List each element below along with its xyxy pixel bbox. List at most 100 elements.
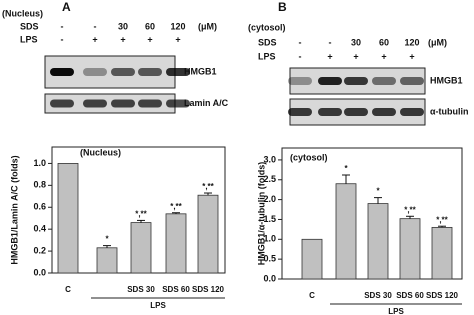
treatment-value: - <box>94 21 97 31</box>
blot-band <box>138 68 162 76</box>
bar <box>335 183 357 280</box>
treatment-value: 30 <box>118 21 128 31</box>
y-axis-label: HMGB1/α-tubulin (folds) <box>256 162 266 266</box>
treatment-value: + <box>381 51 386 61</box>
y-tick-label: 0.0 <box>263 273 276 283</box>
significance-label: *,** <box>170 202 182 211</box>
significance-label: * <box>344 164 348 173</box>
x-tick-label: SDS 60 <box>162 285 190 294</box>
chart-title: (Nucleus) <box>80 147 121 157</box>
blot-band <box>50 68 74 76</box>
blot-band <box>83 99 107 108</box>
significance-label: *,** <box>436 215 448 224</box>
blot-band <box>111 68 135 76</box>
band-label: HMGB1 <box>430 75 463 85</box>
blot-band <box>318 77 342 85</box>
treatment-name: LPS <box>258 51 276 61</box>
y-tick-label: 0.0 <box>33 267 46 277</box>
bar <box>301 238 323 280</box>
blot-band <box>372 108 396 116</box>
treatment-value: 30 <box>351 37 361 47</box>
x-tick-label: SDS 30 <box>364 291 392 300</box>
bar <box>130 222 152 274</box>
treatment-value: 120 <box>170 21 185 31</box>
blot-band <box>400 108 424 116</box>
treatment-name: SDS <box>20 21 39 31</box>
y-tick-label: 3.0 <box>263 154 276 164</box>
treatment-value: - <box>329 37 332 47</box>
group-label: LPS <box>150 301 166 310</box>
bar <box>367 203 389 280</box>
blot-band <box>166 99 190 108</box>
blot-band <box>344 108 368 116</box>
blot-band <box>138 99 162 108</box>
y-tick-label: 1.5 <box>263 214 276 224</box>
blot-band <box>83 68 107 76</box>
treatment-value: + <box>327 51 332 61</box>
bar <box>399 218 421 280</box>
bar <box>57 163 79 274</box>
blot-band <box>372 77 396 85</box>
x-tick-label: C <box>309 291 315 300</box>
treatment-value: + <box>147 34 152 44</box>
treatment-name: LPS <box>20 34 38 44</box>
blot-band <box>111 99 135 108</box>
significance-label: * <box>376 187 380 196</box>
band-label: α-tubulin <box>430 106 469 116</box>
treatment-value: + <box>120 34 125 44</box>
y-tick-label: 2.0 <box>263 194 276 204</box>
group-label: LPS <box>388 307 404 315</box>
treatment-name: SDS <box>258 37 277 47</box>
treatment-value: + <box>353 51 358 61</box>
significance-label: * <box>105 235 109 244</box>
significance-label: *,** <box>135 210 147 219</box>
x-tick-label: SDS 60 <box>396 291 424 300</box>
compartment-label: (Nucleus) <box>2 8 43 18</box>
treatment-value: + <box>92 34 97 44</box>
blot-band <box>50 99 74 108</box>
blot-band <box>344 77 368 85</box>
treatment-unit: (μM) <box>198 21 217 31</box>
bar <box>165 213 187 274</box>
bar <box>431 226 453 280</box>
treatment-value: - <box>61 34 64 44</box>
band-label: Lamin A/C <box>184 98 229 108</box>
treatment-value: - <box>61 21 64 31</box>
y-tick-label: 0.6 <box>33 202 46 212</box>
blot-band <box>288 77 312 85</box>
chart-title: (cytosol) <box>290 152 328 162</box>
x-tick-label: SDS 120 <box>426 291 459 300</box>
treatment-value: 60 <box>145 21 155 31</box>
blot-band <box>318 108 342 116</box>
y-tick-label: 0.4 <box>33 224 46 234</box>
compartment-label: (cytosol) <box>248 22 286 32</box>
blot-band <box>400 77 424 85</box>
y-tick-label: 0.2 <box>33 245 46 255</box>
y-tick-label: 0.8 <box>33 180 46 190</box>
y-axis-label: HMGB1/Lamin A/C (folds) <box>9 155 19 264</box>
treatment-unit: (μM) <box>428 37 447 47</box>
x-tick-label: C <box>65 285 71 294</box>
treatment-value: + <box>175 34 180 44</box>
treatment-value: 60 <box>379 37 389 47</box>
blot-band <box>288 108 312 116</box>
x-tick-label: SDS 120 <box>192 285 225 294</box>
x-tick-label: SDS 30 <box>127 285 155 294</box>
y-tick-label: 1.0 <box>33 158 46 168</box>
significance-label: *,** <box>404 205 416 214</box>
y-tick-label: 0.5 <box>263 254 276 264</box>
band-label: HMGB1 <box>184 66 217 76</box>
y-tick-label: 1.0 <box>263 234 276 244</box>
bar <box>197 194 219 274</box>
panel-letter: A <box>62 0 71 14</box>
panel-letter: B <box>278 0 287 14</box>
treatment-value: + <box>409 51 414 61</box>
y-tick-label: 2.5 <box>263 174 276 184</box>
treatment-value: 120 <box>404 37 419 47</box>
treatment-value: - <box>299 51 302 61</box>
blot-band <box>166 68 190 76</box>
significance-label: *,** <box>202 182 214 191</box>
bar <box>96 247 118 274</box>
treatment-value: - <box>299 37 302 47</box>
